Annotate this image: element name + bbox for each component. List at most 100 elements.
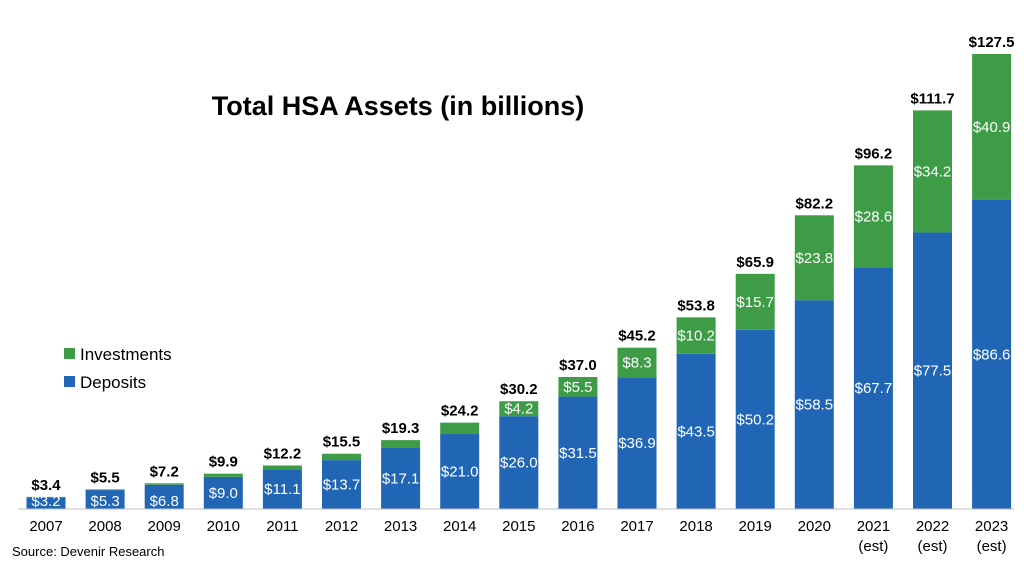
bar-deposits-2014 [440, 434, 480, 509]
label-investments-2022: $34.2 [914, 163, 952, 180]
legend-label-deposits: Deposits [80, 373, 146, 392]
bar-investments-2023 [972, 54, 1012, 200]
total-label-2010: $9.9 [209, 454, 238, 471]
label-deposits-2020: $58.5 [796, 397, 834, 414]
legend-swatch-deposits [64, 376, 75, 387]
bar-investments-2022 [913, 110, 952, 233]
legend-swatch-investments [64, 348, 75, 359]
bar-investments-2016 [558, 376, 598, 397]
total-label-2011: $12.2 [264, 445, 302, 462]
bars-group [26, 54, 1012, 510]
total-label-2015: $30.2 [500, 381, 538, 398]
source-note: Source: Devenir Research [12, 544, 164, 559]
bar-deposits-2008 [85, 490, 125, 509]
total-label-2017: $45.2 [618, 328, 656, 345]
total-label-2023: $127.5 [969, 34, 1015, 51]
bar-deposits-2016 [558, 396, 598, 509]
x-tick-2018: 2018 [679, 518, 712, 535]
x-tick-2017: 2017 [620, 518, 653, 535]
bar-investments-2018 [676, 317, 716, 354]
x-tick-2011: 2011 [266, 518, 298, 535]
bar-investments-2020 [794, 215, 834, 301]
x-tick-labels: 2007 2008 2009 2010 2011 2012 2013 2014 2015 2016… [29, 518, 1008, 555]
bar-investments-2011 [262, 465, 302, 470]
x-tick-2010: 2010 [207, 518, 240, 535]
x-tick-2022: 2022 [916, 518, 949, 535]
total-label-2018: $53.8 [677, 297, 715, 314]
bar-deposits-2017 [617, 377, 657, 509]
total-label-2013: $19.3 [382, 420, 420, 437]
bar-deposits-2010 [203, 476, 243, 509]
bar-deposits-2009 [144, 484, 184, 509]
label-deposits-2018: $43.5 [677, 423, 715, 440]
x-tick-2012: 2012 [325, 518, 358, 535]
bar-deposits-2018 [676, 353, 716, 509]
bar-investments-2009 [144, 483, 184, 485]
x-tick-2013: 2013 [384, 518, 417, 535]
label-investments-2016: $5.5 [563, 379, 592, 396]
label-deposits-2013: $17.1 [382, 470, 420, 487]
label-investments-2018: $10.2 [677, 328, 715, 345]
bar-investments-2019 [735, 273, 775, 330]
total-label-2007: $3.4 [31, 477, 61, 494]
bar-investments-2012 [322, 453, 361, 461]
x-tick-sublabel-2023: (est) [977, 538, 1007, 555]
total-label-2009: $7.2 [150, 463, 179, 480]
x-tick-sublabel-2021: (est) [858, 538, 888, 555]
label-deposits-2017: $36.9 [618, 435, 656, 452]
x-tick-sublabel-2022: (est) [918, 538, 948, 555]
label-deposits-2012: $13.7 [323, 477, 361, 494]
label-deposits-2019: $50.2 [736, 411, 774, 428]
label-investments-2021: $28.6 [855, 208, 893, 225]
x-tick-2020: 2020 [798, 518, 831, 535]
total-label-2008: $5.5 [90, 469, 119, 486]
total-label-2020: $82.2 [796, 195, 834, 212]
label-deposits-2008: $5.3 [90, 493, 119, 510]
label-deposits-2011: $11.1 [264, 481, 300, 498]
legend-label-investments: Investments [80, 345, 172, 364]
bar-deposits-2019 [735, 329, 775, 509]
x-tick-2014: 2014 [443, 518, 476, 535]
total-label-2016: $37.0 [559, 357, 597, 374]
bar-deposits-2015 [499, 416, 539, 509]
label-deposits-2021: $67.7 [855, 380, 893, 397]
total-label-2021: $96.2 [855, 145, 893, 162]
bar-investments-2008 [85, 489, 125, 491]
bar-investments-2017 [617, 347, 657, 378]
x-tick-2019: 2019 [739, 518, 772, 535]
bar-deposits-2007 [26, 497, 66, 509]
label-deposits-2015: $26.0 [500, 455, 538, 472]
chart-title: Total HSA Assets (in billions) [212, 91, 585, 121]
total-labels-group: $3.4 $5.5 $7.2 $9.9 $12.2 $15.5 $19.3 $24.2 $30.… [31, 34, 1014, 494]
total-label-2019: $65.9 [736, 254, 774, 271]
label-investments-2020: $23.8 [796, 250, 834, 267]
bar-investments-2007 [26, 496, 66, 498]
label-investments-2015: $4.2 [504, 401, 533, 418]
x-tick-2023: 2023 [975, 518, 1008, 535]
label-deposits-2009: $6.8 [150, 493, 179, 510]
label-deposits-2023: $86.6 [973, 346, 1011, 363]
label-deposits-2007: $3.2 [31, 493, 60, 510]
label-deposits-2014: $21.0 [441, 464, 479, 481]
bar-deposits-2022 [913, 232, 952, 509]
label-deposits-2010: $9.0 [209, 485, 238, 502]
label-investments-2019: $15.7 [736, 294, 774, 311]
total-label-2014: $24.2 [441, 403, 479, 420]
label-investments-2023: $40.9 [973, 119, 1011, 136]
total-label-2022: $111.7 [910, 90, 954, 107]
bar-deposits-2021 [853, 267, 893, 509]
label-deposits-2016: $31.5 [559, 445, 597, 462]
bar-deposits-2011 [262, 469, 302, 509]
segment-labels-group: $3.2 $5.3 $6.8 $9.0 $11.1 $13.7 $17.1 $21.0 $26.… [31, 119, 1010, 510]
x-tick-2016: 2016 [561, 518, 594, 535]
bar-deposits-2012 [322, 460, 361, 509]
bar-investments-2015 [499, 401, 539, 417]
bar-investments-2013 [381, 440, 421, 448]
bar-deposits-2013 [381, 447, 421, 509]
label-investments-2017: $8.3 [622, 355, 651, 372]
bar-deposits-2023 [972, 199, 1012, 510]
bar-investments-2010 [203, 473, 243, 477]
bar-investments-2014 [440, 422, 480, 435]
bar-investments-2021 [853, 165, 893, 268]
